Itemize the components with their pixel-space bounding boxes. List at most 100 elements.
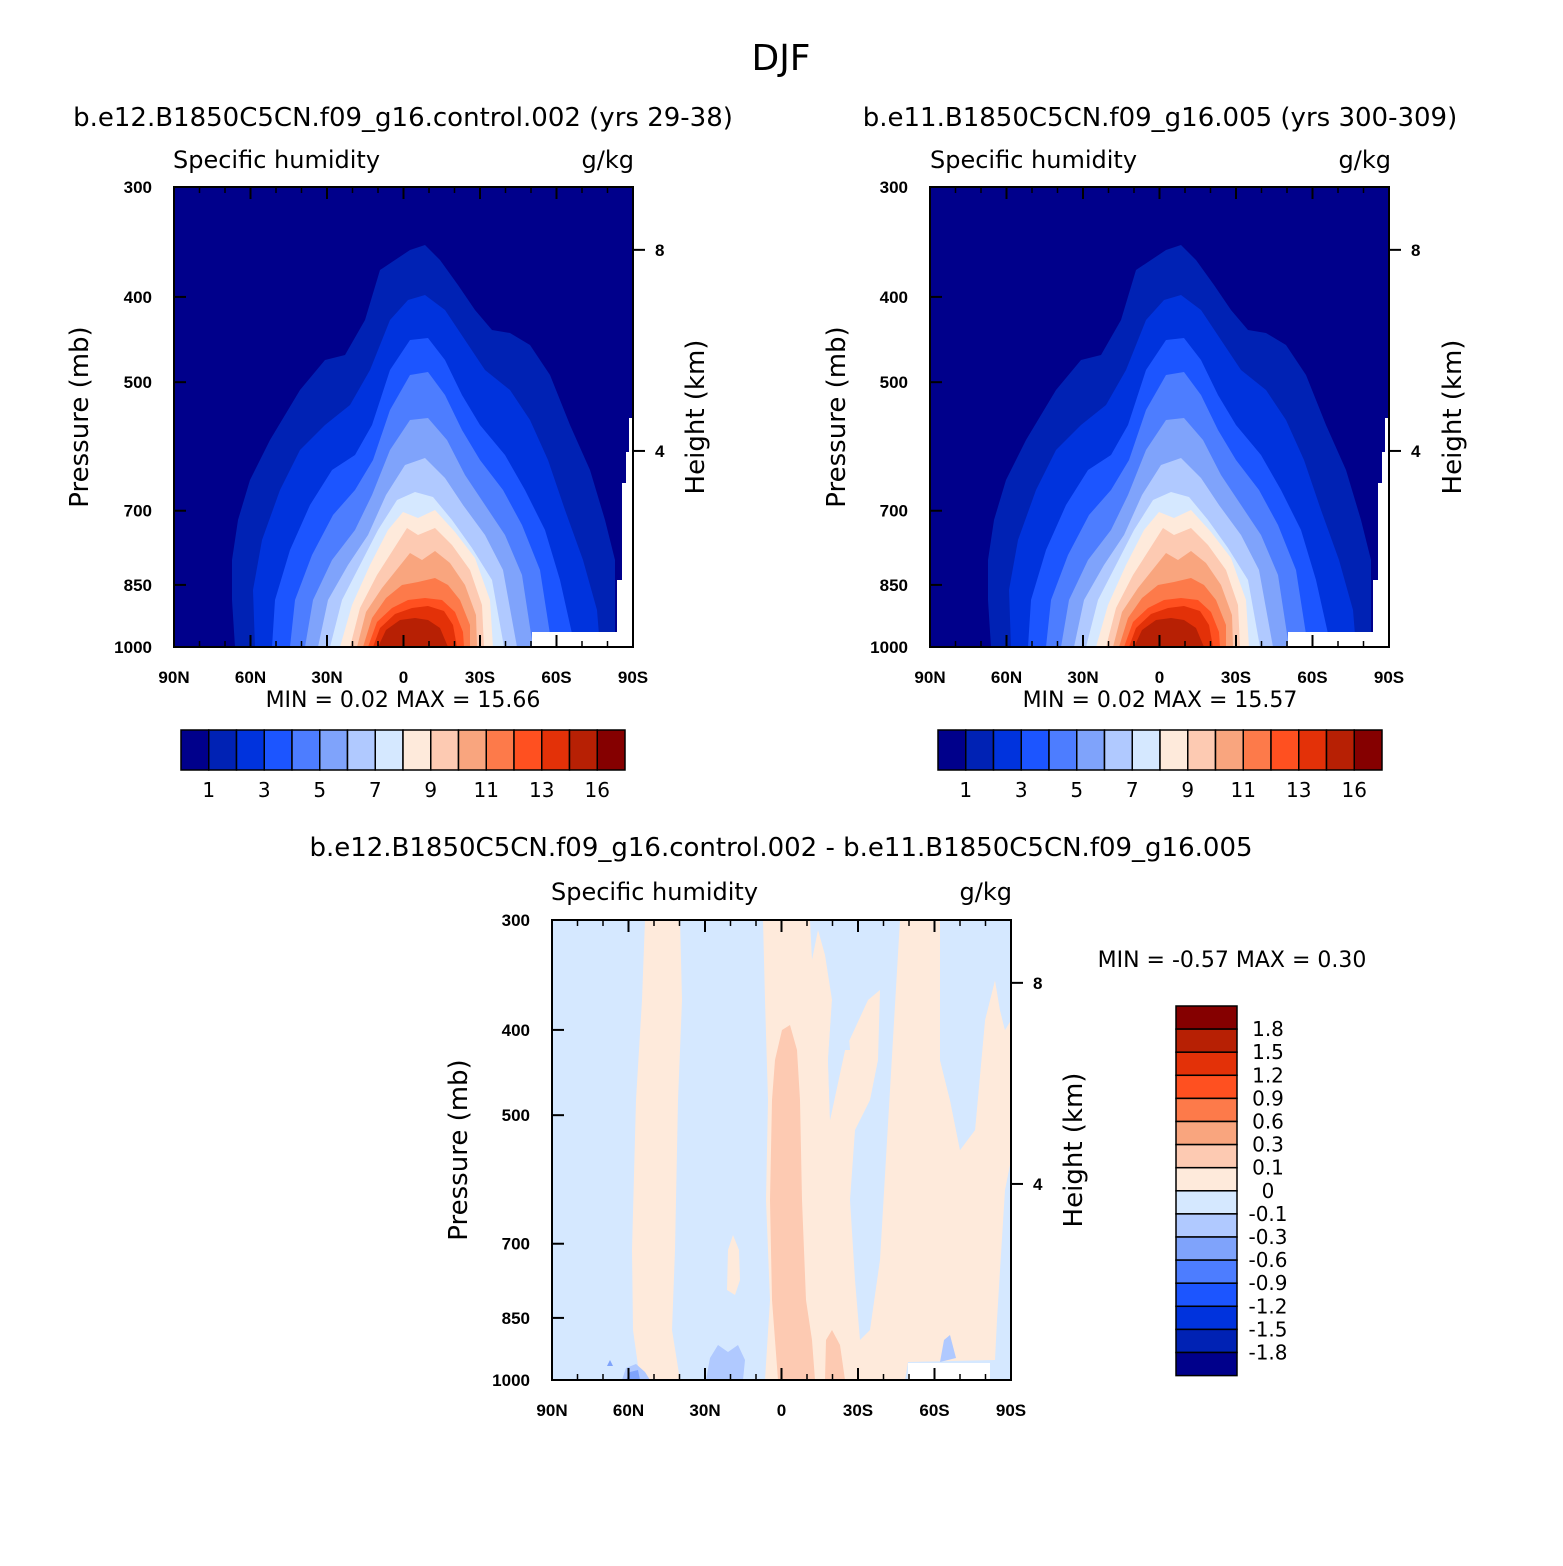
colorbar-swatch <box>1214 729 1244 771</box>
colorbar-label: 0.3 <box>1252 1133 1284 1157</box>
y2-tick-label: 8 <box>1411 241 1420 260</box>
contour-negative-spot-5 <box>607 1360 613 1366</box>
colorbar-swatch <box>1242 729 1272 771</box>
colorbar-swatch <box>1131 729 1161 771</box>
x-tick-label: 90N <box>536 1401 567 1420</box>
colorbar-label: 0.9 <box>1252 1086 1284 1110</box>
missing-data-mask <box>1288 418 1389 647</box>
units-label: g/kg <box>582 146 634 174</box>
x-tick-label: 90N <box>158 668 189 687</box>
colorbar-label: 11 <box>474 778 499 802</box>
x-tick-label: 0 <box>399 668 408 687</box>
colorbar-label: 1.2 <box>1252 1063 1284 1087</box>
colorbar-swatch <box>1076 729 1106 771</box>
colorbar-swatch <box>1175 1236 1238 1261</box>
colorbar-label: 0 <box>1262 1179 1275 1203</box>
x-tick-label: 60N <box>991 668 1022 687</box>
colorbar-swatch <box>1270 729 1300 771</box>
x-tick-label: 90N <box>914 668 945 687</box>
x-axis: 90N 60N 30N 0 30S 60S 90S <box>536 920 1026 1420</box>
colorbar-label: 1 <box>959 778 972 802</box>
panel-title: b.e11.B1850C5CN.f09_g16.005 (yrs 300-309… <box>863 103 1457 133</box>
colorbar-swatch <box>992 729 1022 771</box>
x-tick-label: 0 <box>1155 668 1164 687</box>
colorbar-label: -1.8 <box>1248 1341 1287 1365</box>
y-tick-label: 850 <box>880 576 908 595</box>
colorbar-swatch <box>402 729 432 771</box>
colorbar-swatch <box>1175 1120 1238 1146</box>
colorbar-label: -0.3 <box>1248 1225 1287 1249</box>
y2-axis: 84 <box>1389 241 1421 461</box>
colorbar-label: 13 <box>529 778 554 802</box>
y2-axis: 84 <box>633 241 665 461</box>
contour-level-15 <box>1134 618 1204 647</box>
colorbar-swatch <box>457 729 487 771</box>
colorbar-label: 16 <box>1342 778 1367 802</box>
panel-title: b.e12.B1850C5CN.f09_g16.control.002 (yrs… <box>73 103 733 133</box>
colorbar: 1.81.51.20.90.60.30.10-0.1-0.3-0.6-0.9-1… <box>1175 1005 1288 1377</box>
y2-axis: 84 <box>1011 974 1043 1194</box>
colorbar-swatch <box>374 729 404 771</box>
contour-positive-core-small <box>825 1330 845 1380</box>
colorbar-swatch <box>965 729 995 771</box>
min-max-label: MIN = -0.57 MAX = 0.30 <box>1098 948 1367 973</box>
y-axis-label: Pressure (mb) <box>444 1059 474 1240</box>
y-tick-label: 400 <box>502 1021 530 1040</box>
y2-tick-label: 8 <box>655 241 664 260</box>
colorbar-swatch <box>1325 729 1355 771</box>
colorbar-label: -0.9 <box>1248 1271 1287 1295</box>
colorbar-label: 7 <box>369 778 382 802</box>
colorbar-label: 16 <box>585 778 610 802</box>
colorbar-swatch <box>1298 729 1328 771</box>
colorbar-swatch <box>1175 1005 1238 1030</box>
x-tick-label: 60N <box>613 1401 644 1420</box>
colorbar-label: 3 <box>1015 778 1028 802</box>
colorbar-label: -1.5 <box>1248 1317 1287 1341</box>
y-axis: 300 400 500 700 850 1000 <box>114 178 186 657</box>
y-tick-label: 700 <box>502 1235 530 1254</box>
y-tick-label: 850 <box>124 576 152 595</box>
y-axis-label: Pressure (mb) <box>822 326 852 507</box>
colorbar-swatch <box>1353 729 1383 771</box>
x-tick-label: 30S <box>465 668 495 687</box>
x-tick-label: 60N <box>235 668 266 687</box>
colorbar-label: -0.6 <box>1248 1248 1287 1272</box>
x-tick-label: 60S <box>1297 668 1327 687</box>
y2-axis-label: Height (km) <box>1438 340 1468 495</box>
x-tick-label: 90S <box>996 1401 1026 1420</box>
colorbar-swatch <box>180 729 210 771</box>
y-tick-label: 400 <box>124 288 152 307</box>
colorbar-swatch <box>1175 1190 1238 1215</box>
x-tick-label: 0 <box>777 1401 786 1420</box>
colorbar-swatch <box>513 729 543 771</box>
x-tick-label: 60S <box>541 668 571 687</box>
contour-positive-band-north <box>632 920 682 1380</box>
panel-control: b.e12.B1850C5CN.f09_g16.control.002 (yrs… <box>65 103 733 802</box>
contour-negative-island-south <box>940 920 1011 1150</box>
variable-label: Specific humidity <box>551 878 758 906</box>
y-tick-label: 1000 <box>114 638 152 657</box>
contour-negative-spot-2 <box>706 1345 745 1380</box>
y2-tick-label: 8 <box>1033 974 1042 993</box>
panel-difference: b.e12.B1850C5CN.f09_g16.control.002 - b.… <box>309 833 1366 1420</box>
y2-axis-label: Height (km) <box>1059 1073 1089 1228</box>
colorbar-swatch <box>346 729 376 771</box>
y-tick-label: 1000 <box>870 638 908 657</box>
colorbar-label: 13 <box>1286 778 1311 802</box>
figure-title: DJF <box>751 38 810 79</box>
x-axis: 90N 60N 30N 0 30S 60S 90S <box>914 187 1404 687</box>
x-axis: 90N 60N 30N 0 30S 60S 90S <box>158 187 648 687</box>
colorbar-swatch <box>937 729 967 771</box>
x-tick-label: 30N <box>311 668 342 687</box>
contour-positive-core <box>770 1025 815 1380</box>
colorbar-label: -1.2 <box>1248 1294 1287 1318</box>
y-tick-label: 700 <box>124 502 152 521</box>
colorbar-swatch <box>1175 1213 1238 1238</box>
y-tick-label: 300 <box>502 911 530 930</box>
contour-negative-spot-3 <box>940 1335 956 1362</box>
colorbar: 1 3 5 7 9 11 13 16 <box>180 729 626 802</box>
contour-level-15 <box>378 618 448 647</box>
y-tick-label: 400 <box>880 288 908 307</box>
colorbar-label: 9 <box>424 778 437 802</box>
